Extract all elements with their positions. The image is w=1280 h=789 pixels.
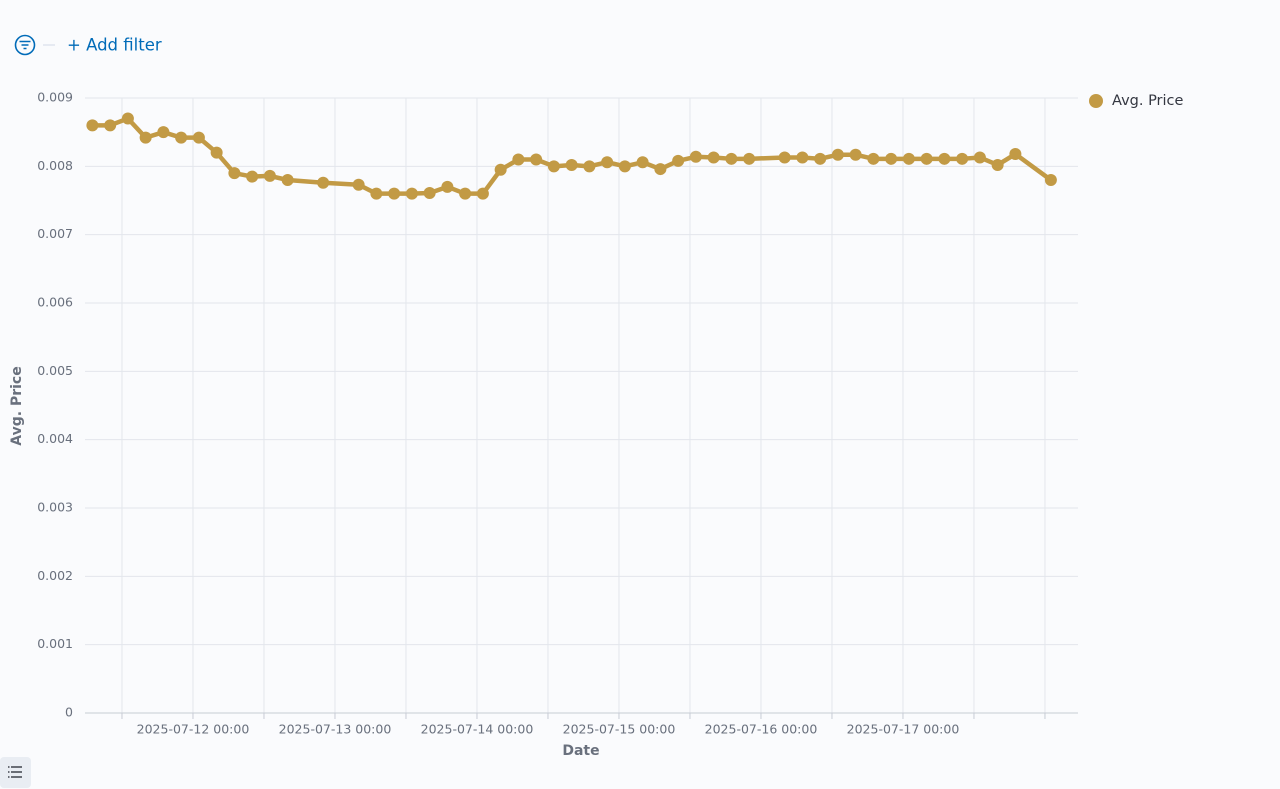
point — [370, 187, 383, 200]
point — [352, 178, 365, 191]
point — [991, 158, 1004, 171]
point — [707, 151, 720, 164]
point — [885, 152, 898, 165]
point — [86, 119, 99, 132]
point — [672, 154, 685, 167]
x-tick-label: 2025-07-16 00:00 — [705, 722, 818, 737]
point — [192, 131, 205, 144]
list-button[interactable] — [0, 757, 31, 788]
y-tick-label: 0.009 — [37, 90, 73, 105]
point — [973, 151, 986, 164]
x-tick-label: 2025-07-12 00:00 — [137, 722, 250, 737]
point — [175, 131, 188, 144]
point — [512, 153, 525, 166]
point — [654, 163, 667, 176]
y-tick-label: 0.002 — [37, 568, 73, 583]
y-tick-label: 0.004 — [37, 431, 73, 446]
point — [423, 186, 436, 199]
add-filter[interactable]: + Add filter — [67, 36, 162, 55]
legend-label: Avg. Price — [1112, 93, 1184, 109]
point — [210, 146, 223, 159]
y-tick-label: 0.007 — [37, 226, 73, 241]
point — [157, 126, 170, 139]
y-tick-label: 0.003 — [37, 500, 73, 515]
x-tick-label: 2025-07-17 00:00 — [847, 722, 960, 737]
y-tick-label: 0 — [65, 705, 73, 720]
point — [583, 160, 596, 173]
point — [831, 148, 844, 161]
point — [1009, 148, 1022, 161]
point — [104, 119, 117, 132]
point — [441, 180, 454, 193]
point — [956, 152, 969, 165]
point — [228, 167, 241, 180]
filter-icon[interactable] — [14, 34, 36, 56]
point — [814, 152, 827, 165]
point — [938, 152, 951, 165]
point — [121, 112, 134, 125]
y-tick-label: 0.001 — [37, 636, 73, 651]
point — [636, 156, 649, 169]
point — [902, 152, 915, 165]
legend-swatch — [1089, 94, 1103, 108]
y-tick-label: 0.008 — [37, 158, 73, 173]
point — [689, 150, 702, 163]
x-axis-title: Date — [562, 743, 599, 759]
point — [547, 160, 560, 173]
point — [246, 170, 259, 183]
point — [618, 160, 631, 173]
x-tick-label: 2025-07-13 00:00 — [279, 722, 392, 737]
point — [796, 151, 809, 164]
point — [494, 163, 507, 176]
point — [405, 187, 418, 200]
y-tick-label: 0.006 — [37, 295, 73, 310]
point — [263, 169, 276, 182]
point — [778, 151, 791, 164]
point — [530, 153, 543, 166]
point — [476, 187, 489, 200]
point — [601, 156, 614, 169]
point — [565, 158, 578, 171]
point — [920, 152, 933, 165]
x-tick-label: 2025-07-15 00:00 — [563, 722, 676, 737]
point — [867, 152, 880, 165]
y-tick-label: 0.005 — [37, 363, 73, 378]
point — [743, 152, 756, 165]
point — [388, 187, 401, 200]
point — [317, 176, 330, 189]
point — [139, 131, 152, 144]
y-axis-title: Avg. Price — [9, 366, 25, 445]
point — [459, 187, 472, 200]
point — [849, 148, 862, 161]
point — [725, 152, 738, 165]
point — [1044, 174, 1057, 186]
x-tick-label: 2025-07-14 00:00 — [421, 722, 534, 737]
point — [281, 174, 294, 186]
